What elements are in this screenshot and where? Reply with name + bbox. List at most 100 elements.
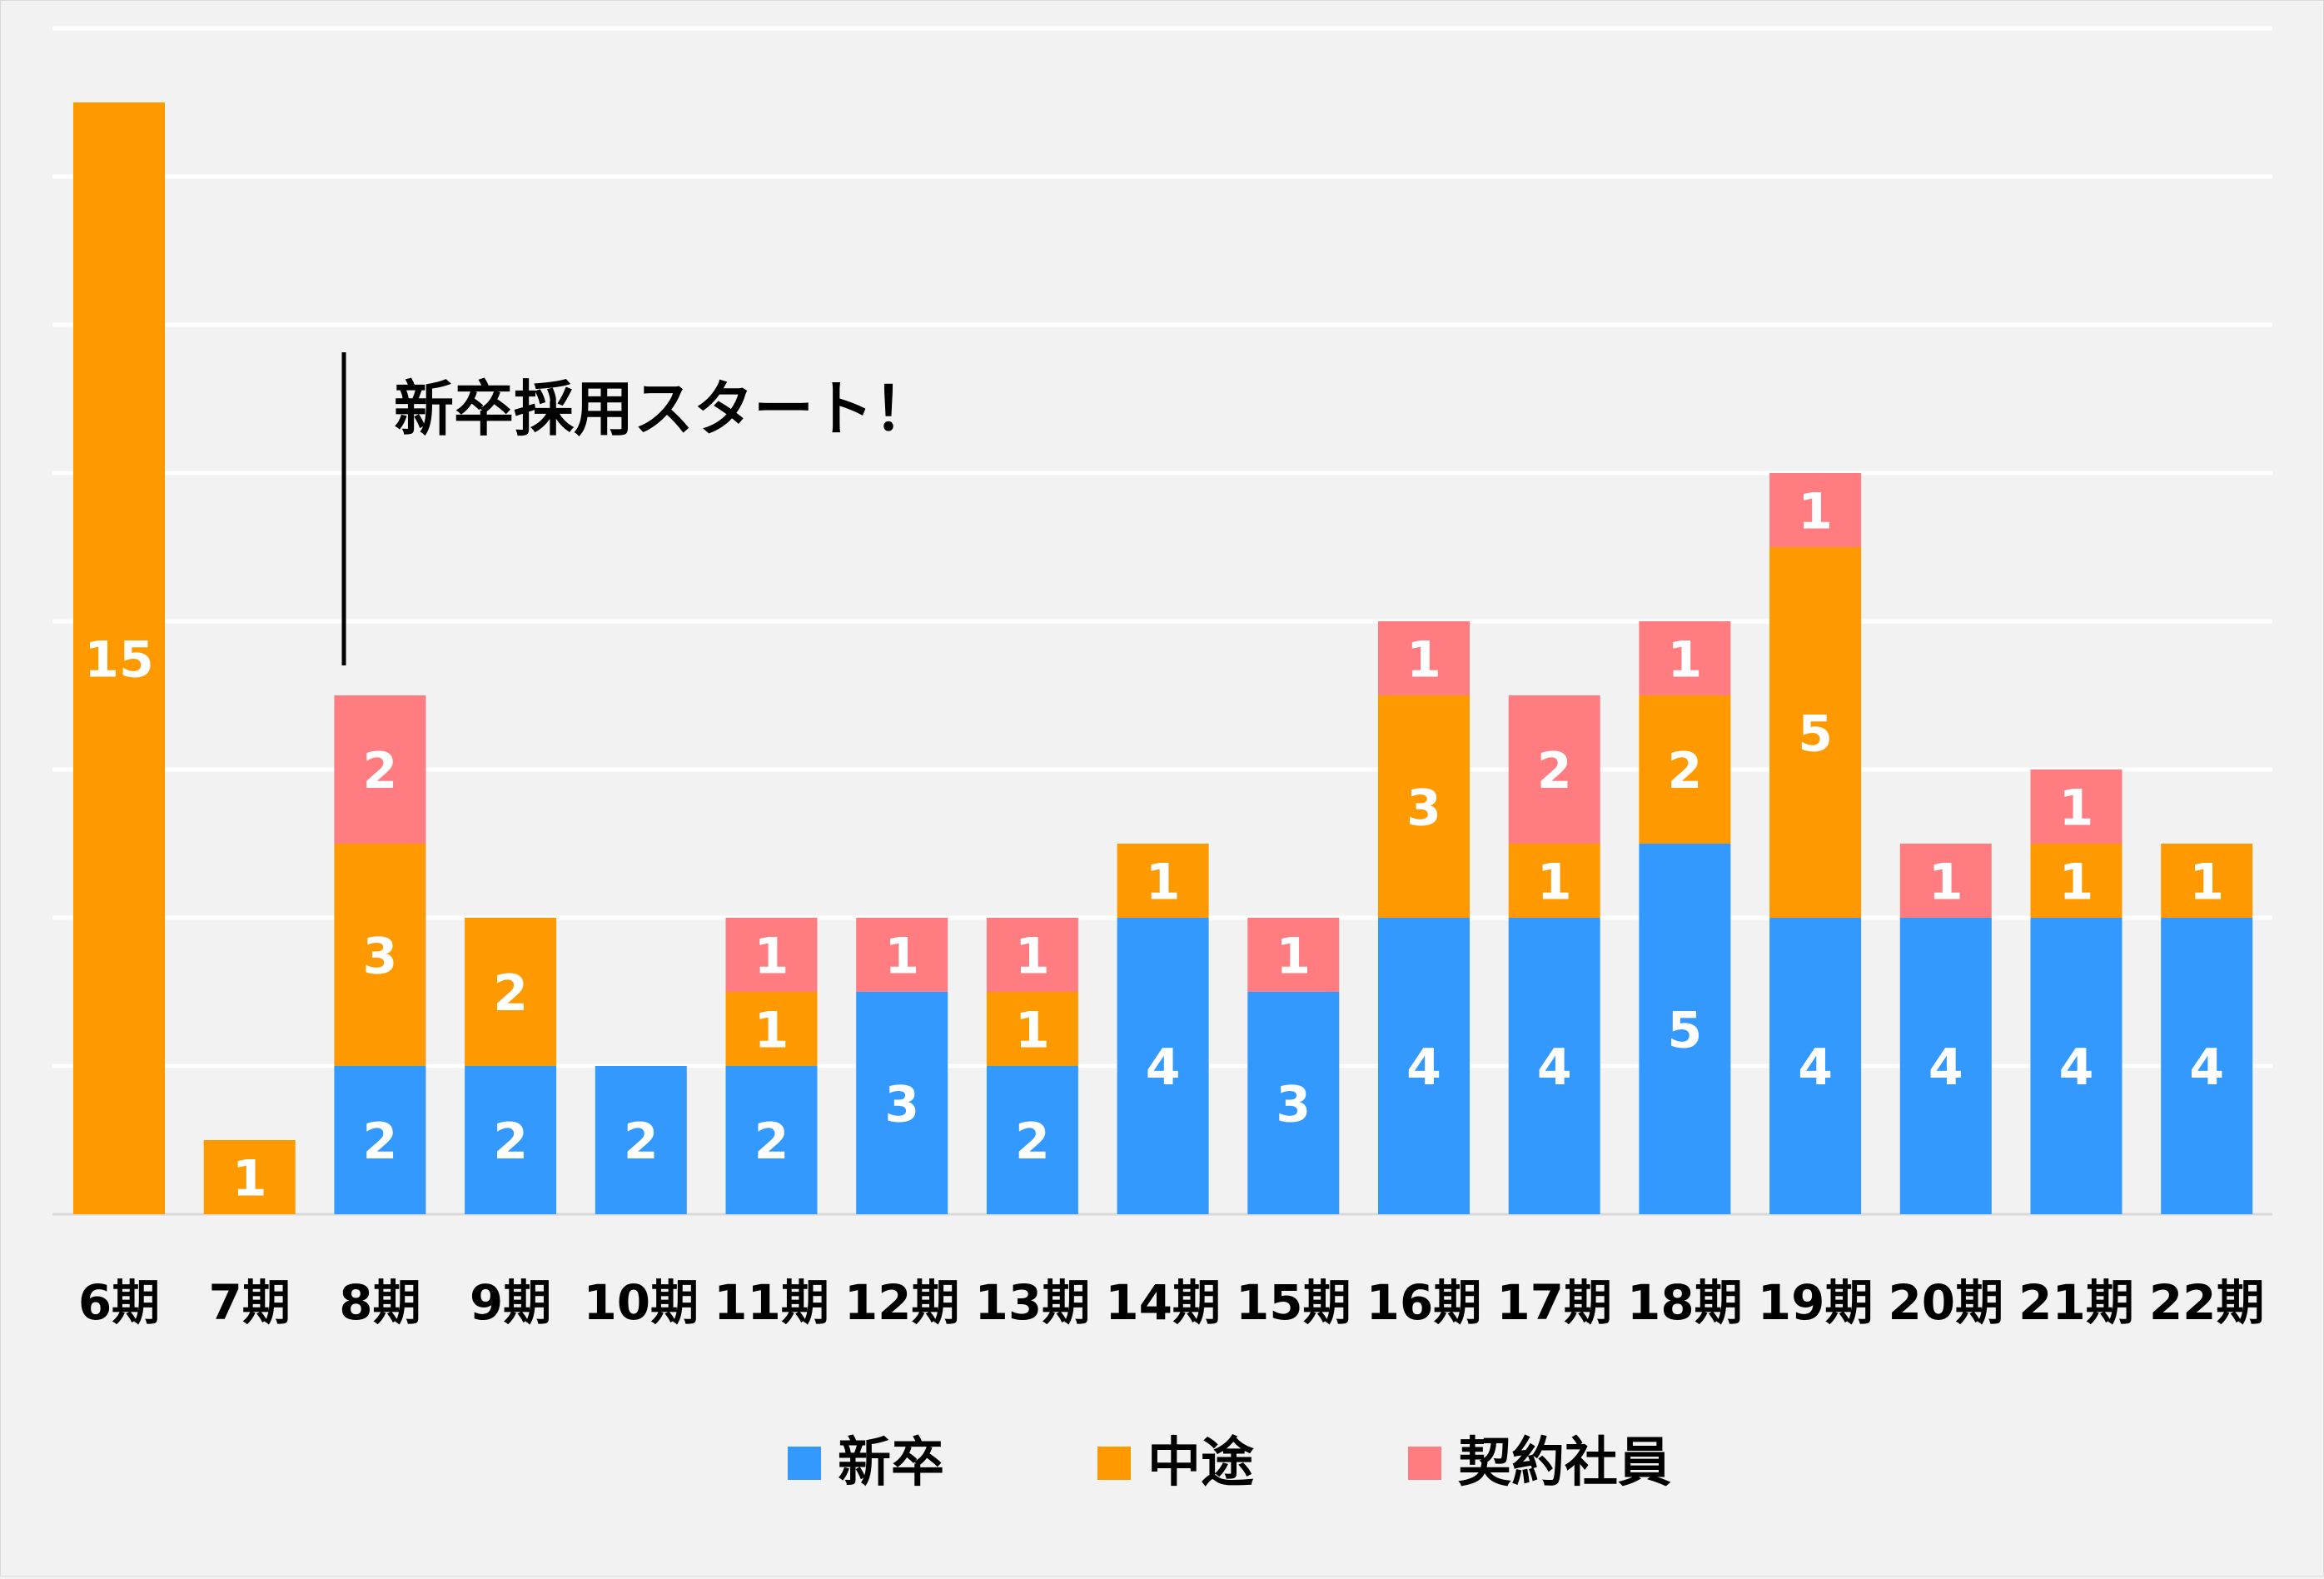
data-label: 1 bbox=[1276, 928, 1311, 986]
x-tick-label: 15期 bbox=[1236, 1274, 1351, 1331]
data-label: 4 bbox=[2189, 1039, 2224, 1097]
bar-segment bbox=[1378, 621, 1470, 695]
x-tick-label: 18期 bbox=[1627, 1274, 1743, 1331]
bar-segment bbox=[465, 1066, 557, 1214]
bars bbox=[73, 102, 2253, 1214]
data-label: 2 bbox=[1668, 742, 1703, 800]
bar-segment bbox=[986, 992, 1078, 1066]
data-label: 1 bbox=[1798, 483, 1833, 541]
bar-segment bbox=[334, 1066, 426, 1214]
bar-segment bbox=[1508, 844, 1600, 918]
data-label: 2 bbox=[1015, 1113, 1050, 1171]
bar-segment bbox=[1639, 621, 1731, 695]
bar-segment bbox=[1769, 918, 1862, 1214]
annotation: 新卒採用スタート！ bbox=[341, 352, 933, 665]
x-tick-label: 13期 bbox=[975, 1274, 1091, 1331]
data-label: 1 bbox=[2189, 854, 2224, 912]
bar-segment bbox=[1639, 695, 1731, 844]
bar-segment bbox=[1639, 844, 1731, 1214]
bar-segment bbox=[1378, 695, 1470, 918]
x-tick-label: 11期 bbox=[714, 1274, 829, 1331]
legend-label: 新卒 bbox=[838, 1432, 944, 1494]
bar-segment bbox=[334, 695, 426, 844]
data-label: 1 bbox=[1928, 854, 1963, 912]
x-tick-label: 7期 bbox=[209, 1274, 291, 1331]
x-tick-label: 21期 bbox=[2018, 1274, 2134, 1331]
data-labels: 15 1 2 3 2 2 2 2 2 1 1 3 1 2 1 1 4 1 3 1 4 3 1 4 1 2 5 2 1 4 5 1 4 1 4 1 1 4 1 bbox=[84, 483, 2224, 1208]
data-label: 1 bbox=[232, 1150, 267, 1208]
legend-swatch bbox=[788, 1447, 821, 1480]
bar-segment bbox=[2030, 770, 2122, 844]
bar-segment bbox=[725, 1066, 818, 1214]
bar-segment bbox=[1117, 844, 1209, 918]
data-label: 2 bbox=[363, 742, 398, 800]
x-tick-label: 17期 bbox=[1496, 1274, 1612, 1331]
x-tick-label: 19期 bbox=[1758, 1274, 1874, 1331]
bar-segment bbox=[1769, 473, 1862, 547]
data-label: 2 bbox=[1537, 742, 1572, 800]
data-label: 2 bbox=[493, 964, 528, 1023]
bar-segment bbox=[986, 1066, 1078, 1214]
bar-segment bbox=[334, 844, 426, 1066]
x-tick-label: 12期 bbox=[844, 1274, 960, 1331]
data-label: 1 bbox=[1015, 928, 1050, 986]
bar-segment bbox=[1247, 992, 1340, 1214]
bar-segment bbox=[1899, 918, 1992, 1214]
x-tick-label: 14期 bbox=[1105, 1274, 1221, 1331]
bar-segment bbox=[1508, 918, 1600, 1214]
bar-segment bbox=[1508, 695, 1600, 844]
data-label: 4 bbox=[1406, 1039, 1441, 1097]
data-label: 1 bbox=[1537, 854, 1572, 912]
legend-label: 中途 bbox=[1147, 1432, 1254, 1494]
bar-segment bbox=[2030, 918, 2122, 1214]
bar-segment bbox=[725, 992, 818, 1066]
data-label: 5 bbox=[1798, 705, 1833, 764]
legend: 新卒 中途 契約社員 bbox=[788, 1432, 1671, 1494]
data-label: 2 bbox=[363, 1113, 398, 1171]
bar-segment bbox=[986, 918, 1078, 992]
data-label: 2 bbox=[624, 1113, 659, 1171]
data-label: 1 bbox=[1015, 1002, 1050, 1060]
legend-item: 中途 bbox=[1097, 1432, 1254, 1494]
data-label: 1 bbox=[1406, 631, 1441, 690]
bar-segment bbox=[725, 918, 818, 992]
data-label: 4 bbox=[1146, 1039, 1181, 1097]
bar-segment bbox=[2030, 844, 2122, 918]
annotation-text: 新卒採用スタート！ bbox=[394, 374, 933, 444]
data-label: 3 bbox=[1276, 1076, 1311, 1134]
legend-swatch bbox=[1408, 1447, 1441, 1480]
bar-segment bbox=[1117, 918, 1209, 1214]
data-label: 2 bbox=[754, 1113, 789, 1171]
legend-label: 契約社員 bbox=[1458, 1432, 1671, 1494]
bar-segment bbox=[595, 1066, 687, 1214]
legend-swatch bbox=[1097, 1447, 1131, 1480]
data-label: 1 bbox=[2059, 854, 2094, 912]
bar-segment bbox=[2161, 844, 2253, 918]
bar-segment bbox=[203, 1140, 296, 1214]
data-label: 1 bbox=[1146, 854, 1181, 912]
bar-segment bbox=[73, 102, 165, 1214]
data-label: 3 bbox=[363, 928, 398, 986]
data-label: 1 bbox=[754, 1002, 789, 1060]
data-label: 1 bbox=[1668, 631, 1703, 690]
bar-segment bbox=[1378, 918, 1470, 1214]
data-label: 4 bbox=[1537, 1039, 1572, 1097]
data-label: 4 bbox=[1798, 1039, 1833, 1097]
data-label: 1 bbox=[884, 928, 919, 986]
bar-segment bbox=[1769, 547, 1862, 918]
x-tick-label: 6期 bbox=[78, 1274, 160, 1331]
data-label: 1 bbox=[2059, 780, 2094, 838]
x-tick-label: 22期 bbox=[2149, 1274, 2265, 1331]
x-axis-ticks: 6期 7期 8期 9期 10期 11期 12期 13期 14期 15期 16期 17期 18期 19期 20… bbox=[78, 1274, 2265, 1331]
data-label: 3 bbox=[884, 1076, 919, 1134]
legend-item: 新卒 bbox=[788, 1432, 944, 1494]
data-label: 5 bbox=[1668, 1002, 1703, 1060]
bar-segment bbox=[2161, 918, 2253, 1214]
data-label: 15 bbox=[84, 631, 154, 690]
data-label: 1 bbox=[754, 928, 789, 986]
x-tick-label: 16期 bbox=[1366, 1274, 1482, 1331]
data-label: 2 bbox=[493, 1113, 528, 1171]
x-tick-label: 9期 bbox=[470, 1274, 551, 1331]
data-label: 4 bbox=[2059, 1039, 2094, 1097]
